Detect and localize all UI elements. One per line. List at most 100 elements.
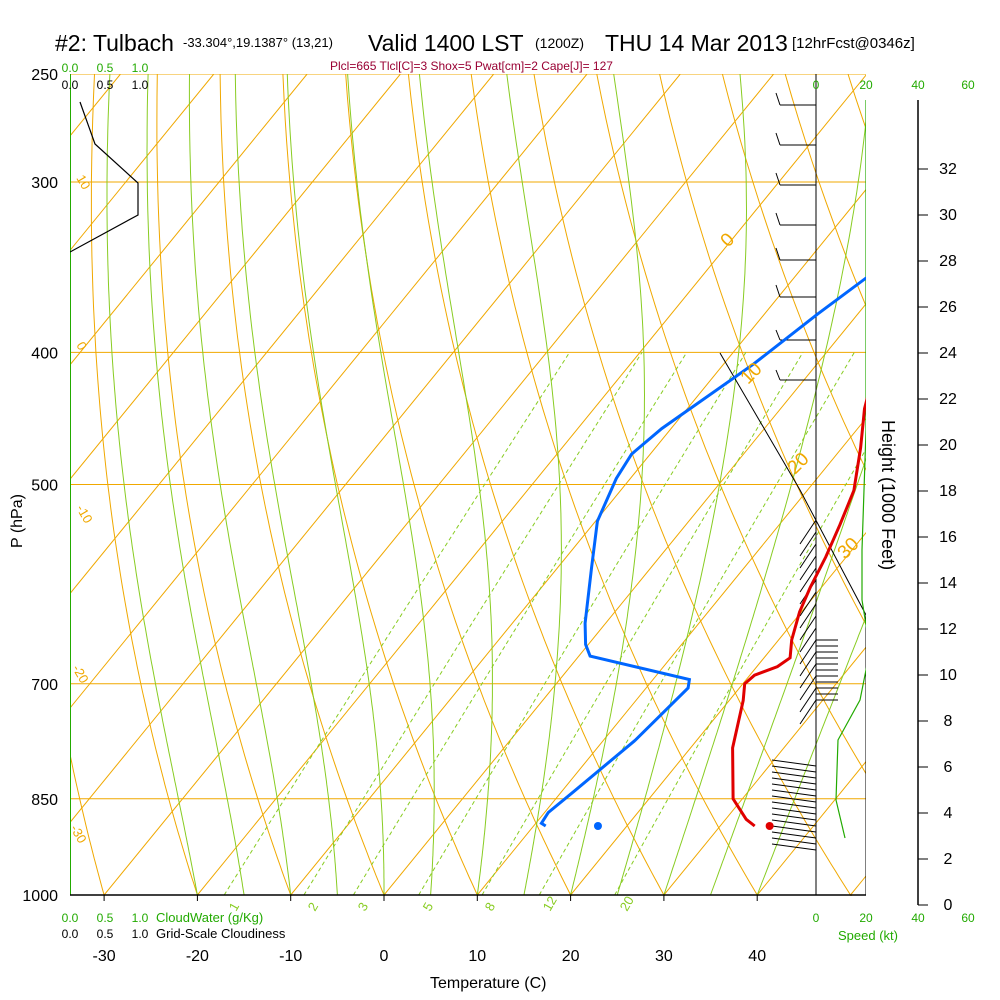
parcel-path-line: [881, 93, 987, 360]
moist-adiabat: [663, 116, 866, 896]
isotherm-line: [70, 74, 681, 824]
wind-barb-staff: [799, 699, 817, 725]
wind-barb-staff: [799, 639, 817, 665]
wind-barb-staff: [799, 651, 817, 677]
isotherm-line: [476, 417, 866, 896]
wind-barb-flag: [775, 284, 781, 298]
dry-adiabat: [596, 74, 866, 775]
temperature-line: [731, 396, 866, 828]
wind-barb-staff: [799, 615, 817, 641]
wind-speed-tick-bottom: 40: [911, 911, 925, 925]
moist-adiabat-label: 10: [737, 359, 767, 389]
wind-barb-staff: [799, 543, 817, 569]
mixing-ratio-line: [614, 448, 866, 896]
wind-barb-staff: [799, 591, 817, 617]
height-tick-label: 26: [939, 299, 957, 316]
mixing-ratio-line: [223, 352, 571, 896]
height-tick-label: 30: [939, 207, 957, 224]
moist-adiabat: [418, 74, 493, 896]
y-axis-title: P (hPa): [9, 494, 26, 548]
pressure-tick-label: 700: [31, 677, 58, 694]
height-tick-label: 32: [939, 161, 957, 178]
wind-barb-staff: [771, 825, 817, 833]
cloudwater-scale-bottom: 0.5: [97, 911, 114, 925]
isotherm-line: [70, 74, 308, 366]
wind-barb-staff: [771, 783, 817, 791]
axes: [70, 100, 919, 905]
temperature-tick-label: 30: [655, 948, 673, 965]
moist-adiabat: [188, 74, 292, 896]
station-title: #2: Tulbach: [55, 30, 174, 56]
wind-speed-tick-top: 20: [859, 78, 873, 92]
cloudiness-profile: [70, 101, 139, 253]
height-tick-label: 16: [939, 529, 957, 546]
wind-barb-staff: [799, 627, 817, 653]
wind-speed-tick-top: 40: [911, 78, 925, 92]
cloudiness-label: Grid-Scale Cloudiness: [156, 926, 286, 941]
mixing-ratio-label: 8: [482, 900, 499, 914]
temperature-tick-label: 20: [562, 948, 580, 965]
isotherm-line: [70, 74, 401, 480]
wind-barb-flag: [775, 247, 781, 261]
dry-adiabat-label: -10: [73, 502, 95, 526]
moist-adiabat: [106, 74, 198, 896]
height-tick-label: 10: [939, 667, 957, 684]
mixing-ratio-label: 12: [540, 893, 560, 913]
surface-dewpoint-marker: [593, 821, 602, 830]
moist-adiabat-label: 0: [717, 229, 739, 251]
mixing-ratio-lines: [223, 352, 866, 896]
cloudiness-scale-bottom: 1.0: [132, 927, 149, 941]
dry-adiabat: [70, 752, 105, 896]
wind-barb-staff: [771, 843, 817, 851]
wind-barb-staff: [771, 771, 817, 779]
temperature-tick-label: -30: [93, 948, 116, 965]
wind-barb-flag: [775, 132, 781, 146]
wind-barb-staff: [771, 795, 817, 803]
height-tick-label: 8: [944, 713, 953, 730]
dry-adiabat: [282, 74, 479, 896]
cloudwater-scale-top: 0.5: [97, 61, 114, 75]
surface-temperature-marker: [765, 821, 774, 830]
mixing-ratio-label: 20: [617, 893, 637, 913]
height-tick-label: 0: [944, 897, 953, 914]
temperature-tick-label: -20: [186, 948, 209, 965]
dry-adiabat-label: -20: [69, 662, 91, 686]
wind-barb-staff: [771, 813, 817, 821]
wind-barb-staff: [799, 663, 817, 689]
wind-barb-staff: [799, 567, 817, 593]
mixing-ratio-label: 5: [420, 900, 437, 914]
wind-barb-flag: [775, 212, 781, 226]
height-tick-label: 12: [939, 621, 957, 638]
height-tick-label: 18: [939, 483, 957, 500]
height-tick-label: 6: [944, 759, 953, 776]
pressure-tick-label: 500: [31, 478, 58, 495]
dry-adiabat: [470, 74, 759, 896]
dry-adiabat: [0, 50, 18, 924]
dry-adiabat-lines: [0, 50, 866, 924]
forecast-label: [12hrFcst@0346z]: [792, 35, 915, 52]
isotherm-line: [383, 303, 866, 896]
wind-barb-staff: [771, 801, 817, 809]
wind-barb-staff: [771, 831, 817, 839]
dry-adiabat-label: 10: [73, 172, 93, 192]
isotherm-line: [850, 875, 866, 896]
moist-adiabat-label: 20: [784, 449, 814, 479]
moist-adiabat: [286, 74, 385, 895]
mixing-ratio-line: [481, 352, 804, 896]
moist-adiabat: [234, 74, 338, 896]
wind-barb-staff: [771, 789, 817, 797]
wind-barb-staff: [799, 519, 817, 545]
isotherm-line: [290, 188, 866, 896]
dry-adiabat: [659, 74, 866, 626]
dry-adiabat: [533, 74, 852, 896]
station-coords: -33.304°,19.1387° (13,21): [183, 35, 333, 50]
height-axis-title: Height (1000 Feet): [878, 420, 898, 570]
isotherm-line: [197, 74, 866, 896]
dry-adiabat: [721, 74, 866, 471]
stability-indices: Plcl=665 Tlcl[C]=3 Shox=5 Pwat[cm]=2 Cap…: [330, 59, 613, 73]
moist-adiabat: [710, 457, 866, 896]
cloudiness-scale-top: 0.0: [62, 78, 79, 92]
pressure-tick-label: 850: [31, 792, 58, 809]
temperature-tick-label: 10: [468, 948, 486, 965]
